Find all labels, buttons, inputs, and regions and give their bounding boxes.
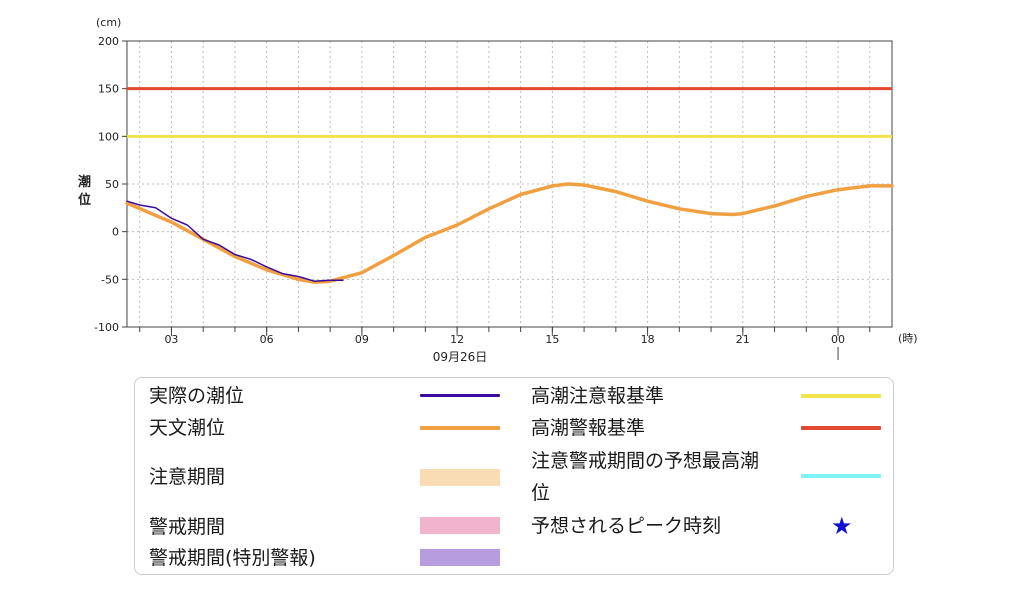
legend-swatch-warning-period <box>420 517 500 534</box>
legend-swatch-forecast-max <box>801 474 881 478</box>
legend-label-actual-tide: 実際の潮位 <box>149 385 245 407</box>
legend-label-advisory-level: 高潮注意報基準 <box>531 385 665 407</box>
y-tick-label: 50 <box>105 178 119 191</box>
y-tick-label: -100 <box>94 321 119 334</box>
x-tick-label: 18 <box>641 333 655 346</box>
legend-swatch-advisory-level <box>801 394 881 398</box>
y-tick-label: 0 <box>112 226 119 239</box>
legend-label-forecast-max-line2: 位 <box>531 482 551 504</box>
y-tick-label: 200 <box>98 35 119 48</box>
legend-label-peak-time: 予想されるピーク時刻 <box>531 515 722 537</box>
grid <box>127 40 892 328</box>
legend-label-astronomical-tide: 天文潮位 <box>149 417 226 439</box>
legend-swatch-special-warning-period <box>420 549 500 566</box>
legend-swatch-astronomical-tide <box>420 426 500 430</box>
date-label: 09月26日 <box>433 350 488 364</box>
legend-label-forecast-max-line1: 注意警戒期間の予想最高潮 <box>531 450 760 472</box>
x-axis: 03 06 09 12 15 18 21 00 <box>139 327 871 360</box>
y-tick-label: 100 <box>98 130 119 143</box>
threshold-lines <box>127 87 892 138</box>
legend-swatch-warning-level <box>801 426 881 430</box>
y-axis: -100 -50 0 50 100 150 200 <box>94 35 127 334</box>
tide-chart: -100 -50 0 50 100 150 200 03 06 09 12 15 18 21 00 (cm… <box>78 16 918 364</box>
legend-label-warning-period: 警戒期間 <box>149 516 226 538</box>
y-axis-label-char-1: 潮 <box>78 174 91 190</box>
series-line <box>125 182 894 284</box>
y-tick-label: -50 <box>101 273 119 286</box>
x-tick-label: 00 <box>831 333 845 346</box>
y-unit-label: (cm) <box>96 16 121 29</box>
x-tick-label: 12 <box>450 333 464 346</box>
x-unit-label: (時) <box>898 332 918 345</box>
star-icon: ★ <box>831 512 853 540</box>
legend-label-caution-period: 注意期間 <box>149 466 226 488</box>
series-lines <box>125 182 894 284</box>
y-tick-label: 150 <box>98 83 119 96</box>
legend-swatch-caution-period <box>420 469 500 486</box>
x-tick-label: 09 <box>355 333 369 346</box>
legend: 実際の潮位 天文潮位 注意期間 警戒期間 警戒期間(特別警報) 高潮注意報基準 … <box>134 377 894 575</box>
x-tick-label: 21 <box>736 333 750 346</box>
series-line <box>126 200 344 282</box>
legend-label-special-warning-period: 警戒期間(特別警報) <box>149 547 316 569</box>
x-tick-label: 06 <box>260 333 274 346</box>
y-axis-label-char-2: 位 <box>78 192 91 208</box>
legend-label-warning-level: 高潮警報基準 <box>531 417 646 439</box>
x-tick-label: 15 <box>545 333 559 346</box>
x-tick-label: 03 <box>164 333 178 346</box>
legend-swatch-actual-tide <box>420 394 500 397</box>
